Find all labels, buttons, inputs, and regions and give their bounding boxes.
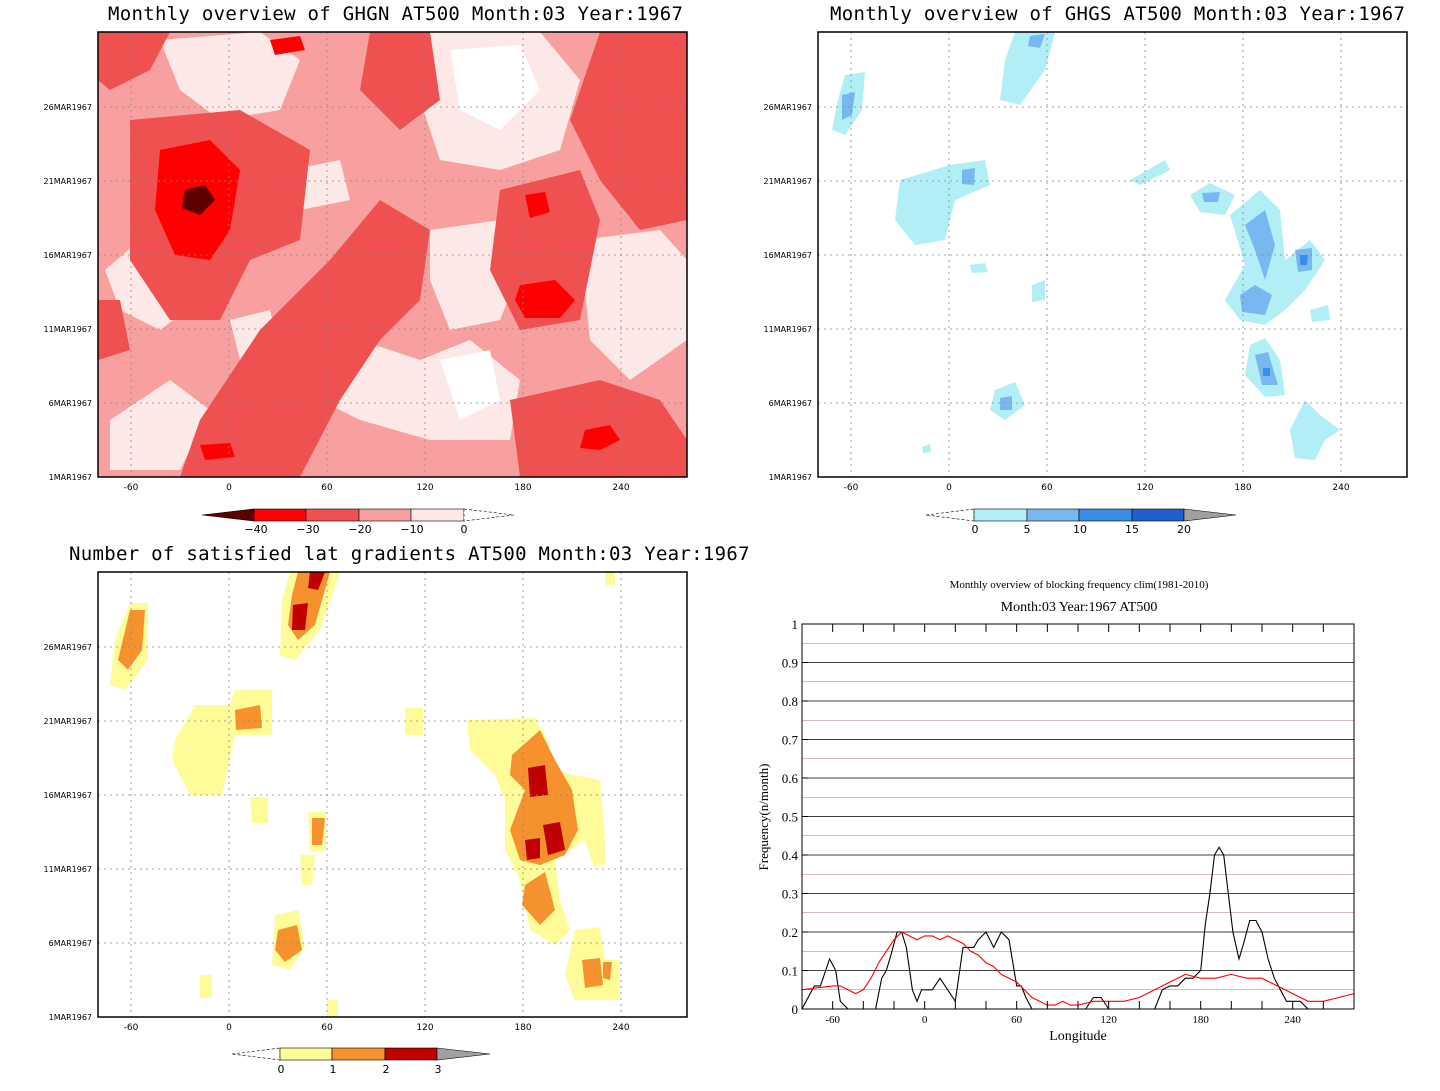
x-tick-label: 0	[922, 1014, 928, 1026]
ghgn-ytick: 1MAR1967	[49, 473, 92, 482]
ghgs-cbar-label: 10	[1073, 523, 1087, 536]
ghgn-contours	[98, 32, 687, 477]
ghgn-ytick: 21MAR1967	[44, 177, 92, 186]
y-tick-label: 0.6	[782, 771, 799, 786]
ghgs-ytick: 26MAR1967	[764, 103, 812, 112]
ghgn-cbar-label: 0	[461, 523, 468, 536]
ghgn-xtick: 0	[226, 483, 232, 493]
gradients-ytick: 1MAR1967	[49, 1013, 92, 1022]
blocking-ticks: 0 0.1 0.2 0.3 0.4 0.5 0.6 0.7 0.8 0.9 1 -60 0 60 120 18…	[782, 617, 1324, 1026]
ghgn-map: -60 0 60 120 180 240 1MAR1967 6MAR1967 1…	[44, 31, 688, 536]
gradients-cbar-label: 3	[435, 1063, 442, 1076]
gradients-ytick: 21MAR1967	[44, 717, 92, 726]
ghgn-ytick: 11MAR1967	[44, 325, 92, 334]
gradients-xtick: 0	[226, 1023, 232, 1033]
ghgn-frame	[97, 31, 688, 478]
blocking-line-chart: Monthly overview of blocking frequency c…	[756, 579, 1355, 1044]
y-tick-label: 0.5	[782, 810, 798, 825]
ghgn-cbar-label: −30	[296, 523, 319, 536]
ghgs-ytick: 11MAR1967	[764, 325, 812, 334]
ghgs-xtick: 120	[1136, 483, 1153, 493]
ghgs-map: -60 0 60 120 180 240 1MAR1967 6MAR1967 1…	[764, 31, 1408, 536]
climatology-line	[801, 931, 1355, 1006]
ghgs-xtick: 0	[946, 483, 952, 493]
gradients-ytick: 6MAR1967	[49, 939, 92, 948]
gradients-colorbar: 0 1 2 3	[231, 1047, 491, 1076]
gradients-grid	[98, 572, 687, 1017]
gradients-frame	[97, 571, 688, 1018]
gradients-contours	[98, 572, 687, 1017]
blocking-grid	[802, 642, 1354, 991]
ghgs-xtick: 60	[1041, 483, 1053, 493]
ghgn-xtick: 120	[416, 483, 433, 493]
y-tick-label: 1	[792, 617, 799, 632]
blocking-xlabel: Longitude	[1049, 1029, 1107, 1044]
gradients-title: Number of satisfied lat gradients AT500 …	[69, 543, 750, 565]
gradients-ytick: 26MAR1967	[44, 643, 92, 652]
y-tick-label: 0	[792, 1002, 799, 1017]
ghgn-cbar-label: −10	[400, 523, 423, 536]
blocking-series	[801, 846, 1355, 1010]
ghgs-xtick: -60	[844, 483, 859, 493]
ghgn-cbar-label: −40	[244, 523, 267, 536]
ghgn-title: Monthly overview of GHGN AT500 Month:03 …	[108, 3, 684, 25]
ghgs-cbar-label: 15	[1125, 523, 1139, 536]
blocking-subtitle: Month:03 Year:1967 AT500	[1001, 600, 1158, 615]
x-tick-label: 60	[1011, 1014, 1023, 1026]
ghgn-cbar-label: −20	[348, 523, 371, 536]
gradients-map: -60 0 60 120 180 240 1MAR1967 6MAR1967 1…	[44, 571, 688, 1076]
gradients-ytick: 11MAR1967	[44, 865, 92, 874]
y-tick-label: 0.9	[782, 656, 798, 671]
ghgn-ytick: 26MAR1967	[44, 103, 92, 112]
gradients-ytick: 16MAR1967	[44, 791, 92, 800]
x-tick-label: -60	[825, 1014, 840, 1026]
y-tick-label: 0.2	[782, 925, 798, 940]
gradients-cbar-label: 1	[330, 1063, 337, 1076]
ghgs-ytick: 21MAR1967	[764, 177, 812, 186]
ghgn-xtick: 60	[321, 483, 333, 493]
ghgn-colorbar: −40 −30 −20 −10 0	[201, 508, 515, 536]
x-tick-label: 240	[1284, 1014, 1301, 1026]
ghgs-grid	[818, 32, 1407, 477]
ghgn-xtick: 180	[514, 483, 531, 493]
ghgs-contours	[818, 32, 1407, 477]
blocking-frequency-line	[801, 846, 1354, 1010]
ghgs-cbar-label: 0	[972, 523, 979, 536]
y-tick-label: 0.7	[782, 733, 799, 748]
ghgn-ytick: 16MAR1967	[44, 251, 92, 260]
y-tick-label: 0.1	[782, 964, 798, 979]
gradients-xtick: 60	[321, 1023, 333, 1033]
ghgs-colorbar: 0 5 10 15 20	[925, 508, 1237, 536]
ghgs-frame	[817, 31, 1408, 478]
y-tick-label: 0.4	[782, 848, 799, 863]
ghgs-xtick: 180	[1234, 483, 1251, 493]
gradients-xtick: 120	[416, 1023, 433, 1033]
ghgn-grid	[98, 32, 687, 477]
ghgs-ytick: 16MAR1967	[764, 251, 812, 260]
blocking-ylabel: Frequency(n/month)	[756, 764, 771, 871]
ghgn-xtick: -60	[124, 483, 139, 493]
y-tick-label: 0.8	[782, 694, 798, 709]
x-tick-label: 120	[1100, 1014, 1117, 1026]
ghgs-cbar-label: 20	[1177, 523, 1191, 536]
ghgs-title: Monthly overview of GHGS AT500 Month:03 …	[830, 3, 1406, 25]
ghgs-xtick: 240	[1332, 483, 1349, 493]
ghgn-xtick: 240	[612, 483, 629, 493]
ghgs-ytick: 1MAR1967	[769, 473, 812, 482]
blocking-title: Monthly overview of blocking frequency c…	[950, 579, 1209, 591]
ghgn-ytick: 6MAR1967	[49, 399, 92, 408]
gradients-cbar-label: 2	[383, 1063, 390, 1076]
gradients-cbar-label: 0	[278, 1063, 285, 1076]
ghgs-cbar-label: 5	[1024, 523, 1031, 536]
y-tick-label: 0.3	[782, 887, 798, 902]
gradients-xtick: 240	[612, 1023, 629, 1033]
x-tick-label: 180	[1192, 1014, 1209, 1026]
gradients-xtick: 180	[514, 1023, 531, 1033]
ghgs-ytick: 6MAR1967	[769, 399, 812, 408]
gradients-xtick: -60	[124, 1023, 139, 1033]
